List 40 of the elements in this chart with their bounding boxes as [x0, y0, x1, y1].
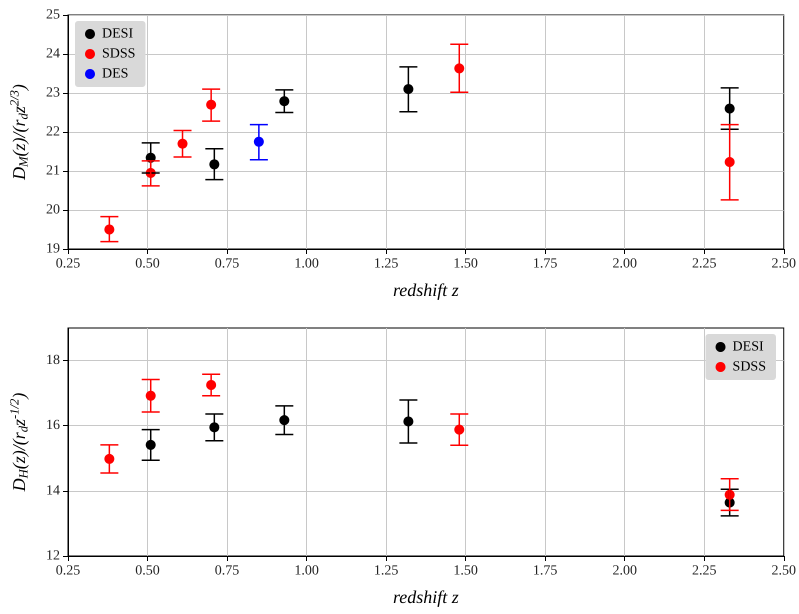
y-tick-label: 21	[46, 164, 60, 178]
x-tick-label: 2.50	[772, 256, 796, 272]
legend-label: DESI	[102, 26, 134, 42]
x-tick-label: 0.50	[135, 256, 160, 272]
legend-label: SDSS	[102, 46, 136, 62]
x-tick-label: 2.25	[692, 564, 716, 578]
y-tick-label: 20	[46, 202, 60, 218]
y-axis-title: DH(z)/(rdz-1/2)	[8, 392, 30, 492]
x-tick-label: 1.00	[294, 256, 319, 272]
y-tick-label: 16	[46, 418, 60, 434]
y-tick-label: 19	[46, 242, 60, 256]
x-tick-label: 2.00	[612, 256, 637, 272]
x-tick-label: 1.00	[294, 564, 319, 578]
legend-label: DES	[102, 66, 128, 82]
y-tick-label: 25	[46, 8, 60, 22]
x-tick-label: 0.75	[214, 564, 240, 578]
legend-label: SDSS	[732, 360, 766, 374]
y-tick-label: 24	[46, 46, 60, 62]
x-tick-label: 2.50	[772, 564, 796, 578]
x-tick-label: 1.75	[532, 256, 558, 272]
x-axis-title: redshift z	[392, 280, 459, 300]
y-tick-label: 18	[46, 353, 60, 368]
x-tick-label: 2.25	[692, 256, 716, 272]
x-axis-title: redshift z	[392, 587, 459, 607]
x-tick-label: 0.75	[214, 256, 240, 272]
x-tick-label: 0.25	[56, 256, 80, 272]
y-axis-title: DM(z)/(rdz2/3)	[8, 84, 30, 181]
x-tick-label: 1.50	[453, 564, 478, 578]
x-tick-label: 1.50	[453, 256, 478, 272]
legend-label: DESI	[732, 340, 764, 354]
x-tick-label: 0.25	[56, 564, 80, 578]
y-tick-label: 23	[46, 86, 60, 100]
x-tick-label: 0.50	[135, 564, 160, 578]
x-tick-label: 2.00	[612, 564, 637, 578]
x-tick-label: 1.75	[532, 564, 558, 578]
y-tick-label: 12	[46, 548, 60, 564]
x-tick-label: 1.25	[374, 564, 398, 578]
y-tick-label: 14	[46, 483, 60, 498]
x-tick-label: 1.25	[374, 256, 398, 272]
y-tick-label: 22	[46, 124, 60, 140]
